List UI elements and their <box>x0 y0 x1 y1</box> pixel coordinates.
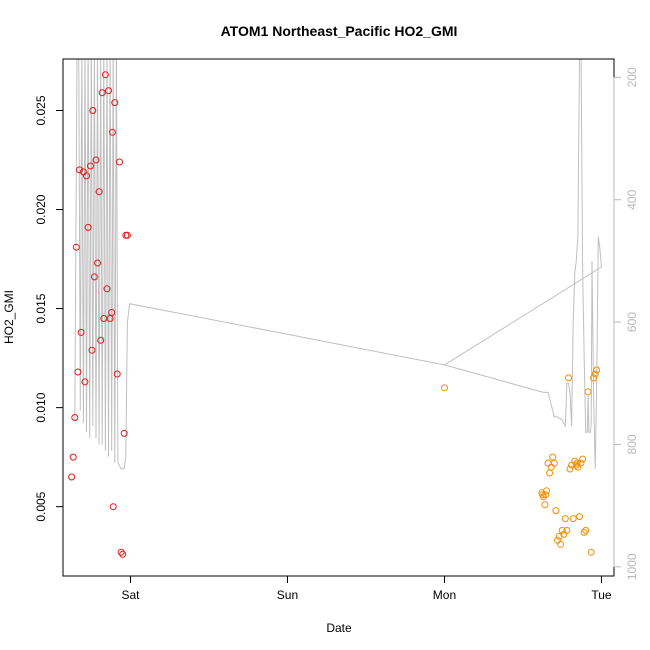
data-point <box>547 463 555 471</box>
data-point <box>68 473 76 481</box>
data-point <box>577 459 585 467</box>
data-point <box>84 223 92 231</box>
data-point <box>108 309 116 316</box>
right-tick-label: 600 <box>625 312 639 332</box>
x-axis-label: Date <box>326 621 352 635</box>
data-point <box>546 469 554 477</box>
data-point <box>441 384 448 392</box>
data-point <box>69 453 77 461</box>
data-point <box>97 336 105 344</box>
data-point <box>111 99 119 107</box>
data-point <box>555 532 563 540</box>
data-point <box>123 231 131 239</box>
data-point <box>77 328 85 336</box>
pressure-line <box>72 59 602 470</box>
data-point <box>117 548 125 556</box>
data-point <box>552 507 560 515</box>
data-point <box>557 540 565 548</box>
data-point <box>109 503 117 511</box>
y-tick-label: 0.025 <box>34 95 48 125</box>
data-point <box>90 273 98 281</box>
data-point <box>108 128 116 136</box>
pressure-line-group <box>72 59 602 470</box>
data-point <box>558 526 566 534</box>
y-tick-label: 0.005 <box>34 491 48 521</box>
data-point <box>543 487 550 495</box>
data-point <box>87 162 94 170</box>
y-tick-label: 0.020 <box>34 194 48 224</box>
data-point <box>579 455 587 463</box>
data-point <box>88 346 96 354</box>
data-point <box>576 513 583 521</box>
data-point <box>582 526 590 534</box>
data-point <box>72 243 80 251</box>
data-point <box>81 378 89 386</box>
data-point <box>542 491 550 499</box>
data-point <box>89 107 97 114</box>
data-point <box>561 515 569 523</box>
data-point <box>587 548 595 556</box>
y-tick-label: 0.015 <box>34 293 48 323</box>
data-point <box>74 368 82 376</box>
data-point <box>571 457 579 465</box>
data-point <box>92 156 100 164</box>
data-point <box>539 493 547 501</box>
x-axis: Sat Sun Mon Tue <box>121 575 612 602</box>
data-point <box>566 465 574 473</box>
data-point <box>119 550 127 558</box>
series-orange-points <box>441 366 601 556</box>
plot-frame <box>62 58 615 577</box>
data-point <box>116 158 123 166</box>
data-point <box>563 526 571 534</box>
data-point <box>71 414 79 421</box>
data-point <box>565 374 572 382</box>
x-tick-label: Tue <box>591 588 612 602</box>
data-point <box>544 459 552 467</box>
right-tick-label: 800 <box>625 434 639 454</box>
x-tick-label: Mon <box>433 588 456 602</box>
y-axis-right: 200 400 600 800 1000 <box>613 67 639 580</box>
data-point <box>113 370 121 378</box>
right-tick-label: 1000 <box>625 553 639 580</box>
chart-title: ATOM1 Northeast_Pacific HO2_GMI <box>221 23 458 39</box>
data-point <box>554 536 561 544</box>
data-point <box>591 370 599 378</box>
data-point <box>95 188 103 196</box>
data-point <box>584 388 592 396</box>
data-point <box>98 89 106 97</box>
data-point <box>83 172 90 180</box>
data-point <box>541 501 549 509</box>
data-point <box>120 429 128 437</box>
right-tick-label: 200 <box>625 67 639 87</box>
y-axis-label: HO2_GMI <box>2 290 16 344</box>
data-point <box>573 459 581 467</box>
x-tick-label: Sun <box>277 588 298 602</box>
x-tick-label: Sat <box>121 588 140 602</box>
right-tick-label: 400 <box>625 189 639 209</box>
data-point <box>590 374 598 382</box>
data-point <box>593 366 601 374</box>
data-point <box>94 259 101 267</box>
data-point <box>569 515 577 523</box>
series-red-points <box>68 71 131 558</box>
data-point <box>103 285 111 293</box>
data-point <box>76 166 83 174</box>
y-axis-left: 0.005 0.010 0.015 0.020 0.025 <box>34 95 64 522</box>
data-point <box>105 87 112 95</box>
data-point <box>550 459 558 467</box>
data-point <box>549 453 557 461</box>
data-point <box>101 71 109 79</box>
y-tick-label: 0.010 <box>34 392 48 422</box>
data-point <box>580 528 588 536</box>
